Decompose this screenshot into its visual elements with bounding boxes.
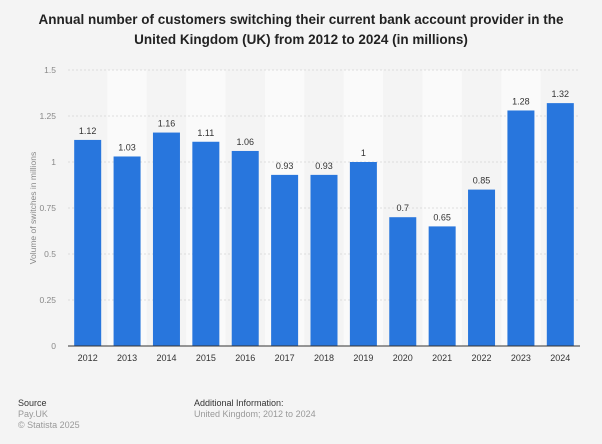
data-label: 1.06	[236, 137, 254, 147]
y-tick-label: 1.5	[44, 65, 56, 75]
y-tick-label: 1	[51, 157, 56, 167]
x-tick-label: 2012	[78, 353, 98, 363]
info-heading: Additional Information:	[194, 398, 284, 408]
y-tick-label: 0.25	[39, 295, 56, 305]
y-tick-label: 0.5	[44, 249, 56, 259]
bar-2020	[389, 217, 417, 346]
x-tick-label: 2014	[156, 353, 176, 363]
x-tick-label: 2024	[550, 353, 570, 363]
y-tick-label: 0.75	[39, 203, 56, 213]
bar-2014	[152, 132, 180, 346]
additional-info-block: Additional Information: United Kingdom; …	[194, 398, 316, 420]
source-link[interactable]: Pay.UK	[18, 409, 48, 419]
data-label: 1.28	[512, 96, 530, 106]
chart-title: Annual number of customers switching the…	[38, 12, 564, 47]
x-tick-label: 2017	[275, 353, 295, 363]
data-label: 0.7	[397, 203, 410, 213]
data-label: 1.16	[158, 119, 176, 129]
bar-2021	[428, 226, 456, 346]
data-label: 1.03	[118, 142, 136, 152]
data-label: 1.32	[552, 89, 570, 99]
data-label: 0.85	[473, 176, 491, 186]
bar-2019	[349, 162, 377, 346]
bar-2023	[507, 110, 535, 346]
bar-2017	[271, 174, 299, 346]
bar-2018	[310, 174, 338, 346]
x-tick-label: 2013	[117, 353, 137, 363]
source-block: Source Pay.UK © Statista 2025	[18, 398, 80, 431]
x-tick-label: 2015	[196, 353, 216, 363]
x-tick-label: 2022	[472, 353, 492, 363]
bar-2015	[192, 141, 220, 346]
source-heading: Source	[18, 398, 47, 408]
data-label: 1.11	[197, 128, 214, 138]
data-label: 1	[361, 148, 366, 158]
data-label: 0.93	[315, 161, 333, 171]
y-tick-label: 0	[51, 341, 56, 351]
x-tick-label: 2016	[235, 353, 255, 363]
x-tick-label: 2018	[314, 353, 334, 363]
y-axis-label: Volume of switches in millions	[28, 152, 38, 264]
bar-2016	[231, 150, 259, 346]
x-tick-label: 2023	[511, 353, 531, 363]
y-tick-label: 1.25	[39, 111, 56, 121]
bar-2012	[74, 139, 102, 346]
x-tick-label: 2019	[353, 353, 373, 363]
copyright: © Statista 2025	[18, 420, 80, 430]
data-label: 1.12	[79, 126, 97, 136]
bar-2022	[468, 189, 496, 346]
info-text: United Kingdom; 2012 to 2024	[194, 409, 316, 419]
x-tick-label: 2020	[393, 353, 413, 363]
bar-2024	[546, 103, 574, 347]
bar-2013	[113, 156, 141, 346]
bar-chart: 0 0.25 0.5 0.75 1 1.25 1.5 Volume of switches i…	[28, 65, 580, 363]
data-label: 0.65	[433, 212, 451, 222]
x-tick-label: 2021	[432, 353, 452, 363]
data-label: 0.93	[276, 161, 294, 171]
